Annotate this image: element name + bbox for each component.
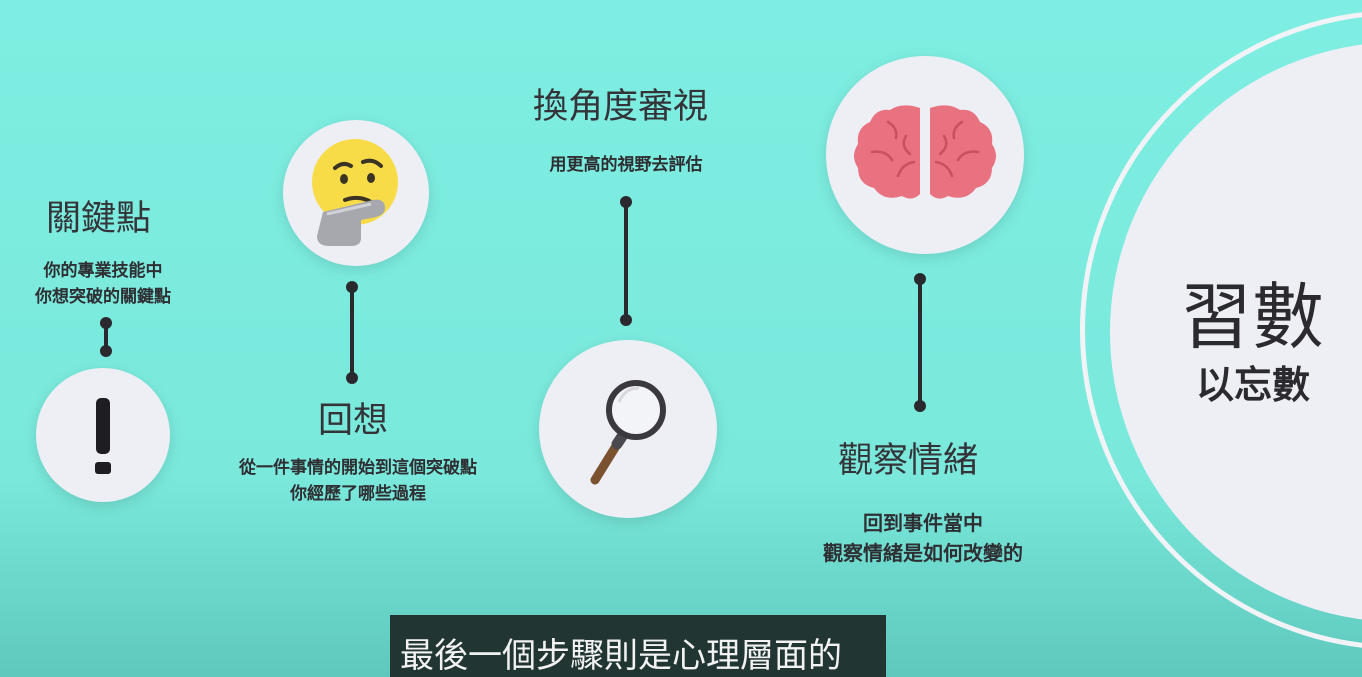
thinking-face-icon	[312, 139, 398, 246]
step-4-connector	[918, 278, 922, 408]
step-4-connector-dot-bottom	[914, 400, 926, 412]
exclamation-icon	[95, 398, 111, 474]
step-1-description: 你的專業技能中 你想突破的關鍵點	[18, 258, 188, 310]
step-3-title: 換角度審視	[533, 87, 709, 127]
step-4-description: 回到事件當中 觀察情緒是如何改變的	[778, 508, 1068, 568]
step-4-icon-circle	[826, 56, 1024, 254]
step-2-desc-line-2: 你經歷了哪些過程	[290, 484, 426, 504]
step-4-desc-line-2: 觀察情緒是如何改變的	[823, 541, 1023, 565]
step-2-description: 從一件事情的開始到這個突破點 你經歷了哪些過程	[208, 455, 508, 507]
main-title: 習數	[1180, 275, 1325, 359]
step-1-icon-circle	[36, 368, 170, 502]
step-1-title: 關鍵點	[46, 199, 152, 239]
step-3-desc-line-1: 用更高的視野去評估	[549, 155, 703, 175]
caption-text: 最後一個步驟則是心理層面的	[400, 636, 842, 676]
step-3-icon-circle	[539, 340, 717, 518]
step-1-connector-dot-bottom	[100, 345, 112, 357]
magnifying-glass-icon	[590, 380, 666, 485]
step-1-desc-line-2: 你想突破的關鍵點	[35, 287, 171, 307]
step-4-title: 觀察情緒	[838, 441, 979, 481]
step-4-desc-line-1: 回到事件當中	[863, 511, 983, 535]
main-subtitle: 以忘數	[1196, 363, 1311, 407]
caption-bar	[390, 615, 886, 677]
step-3-description: 用更高的視野去評估	[528, 152, 724, 178]
step-2-icon-circle	[283, 120, 429, 266]
step-2-connector	[350, 286, 354, 376]
step-1-connector	[104, 322, 108, 352]
step-3-connector-dot-bottom	[620, 314, 632, 326]
step-3-connector	[624, 201, 628, 319]
step-2-connector-dot-bottom	[346, 372, 358, 384]
step-2-title: 回想	[318, 401, 389, 441]
step-1-desc-line-1: 你的專業技能中	[43, 261, 163, 281]
step-2-desc-line-1: 從一件事情的開始到這個突破點	[239, 458, 477, 478]
brain-icon	[854, 105, 996, 199]
